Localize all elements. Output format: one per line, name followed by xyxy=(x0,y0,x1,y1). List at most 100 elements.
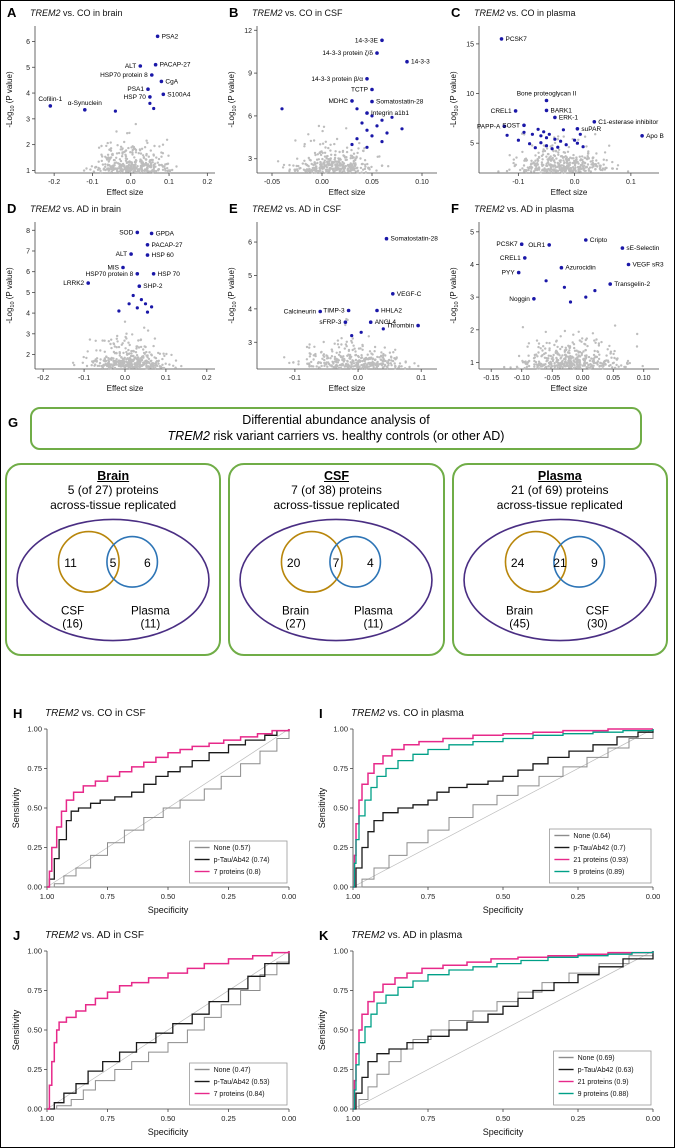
svg-text:HSP 70: HSP 70 xyxy=(124,94,147,101)
venn-right-label: Plasma xyxy=(131,604,170,617)
svg-text:ALT: ALT xyxy=(116,251,127,258)
svg-text:SOD: SOD xyxy=(119,229,133,236)
venn-mid-num: 21 xyxy=(553,556,567,570)
panel-f-title: TREM2 vs. AD in plasma xyxy=(474,204,575,214)
svg-text:0.25: 0.25 xyxy=(221,892,236,901)
panel-b: B TREM2 vs. CO in CSF -0.05 0.00 0.05 0.10 3… xyxy=(225,4,447,200)
svg-text:-0.15: -0.15 xyxy=(483,375,499,382)
svg-text:Specificity: Specificity xyxy=(148,1127,189,1137)
svg-text:0.50: 0.50 xyxy=(161,1114,176,1123)
venn-left-num: 24 xyxy=(511,556,525,570)
svg-text:-0.2: -0.2 xyxy=(37,375,49,382)
svg-text:14-3-3E: 14-3-3E xyxy=(355,37,379,44)
panel-letter-k: K xyxy=(319,928,329,943)
svg-text:1.00: 1.00 xyxy=(40,1114,55,1123)
volcano-plot-a: -0.2 -0.1 0.0 0.1 0.2 1 2 3 4 5 6 Effect size -Log10… xyxy=(5,26,215,197)
venn-right-num: 4 xyxy=(367,556,374,570)
svg-text:0.25: 0.25 xyxy=(27,1065,42,1074)
svg-text:7 proteins (0.84): 7 proteins (0.84) xyxy=(214,1091,265,1098)
analysis-header-line2: TREM2 risk variant carriers vs. healthy … xyxy=(167,429,505,444)
svg-text:p-Tau/Ab42 (0.53): p-Tau/Ab42 (0.53) xyxy=(214,1079,270,1086)
svg-text:0.05: 0.05 xyxy=(606,375,620,382)
svg-text:sE-Selectin: sE-Selectin xyxy=(626,245,659,252)
svg-text:CREL1: CREL1 xyxy=(491,108,512,115)
svg-text:Specificity: Specificity xyxy=(148,905,189,915)
svg-text:Cripto: Cripto xyxy=(590,237,608,244)
tissue-box-csf: CSF 7 (of 38) proteins across-tissue rep… xyxy=(228,463,445,656)
tissue-box-plasma-line1: 21 (of 69) proteins xyxy=(511,483,609,497)
venn-right-label: CSF xyxy=(586,604,609,617)
svg-text:1.00: 1.00 xyxy=(346,1114,361,1123)
panel-i-title: TREM2 vs. CO in plasma xyxy=(351,708,464,719)
venn-right-num: 6 xyxy=(144,556,151,570)
svg-text:OLR1: OLR1 xyxy=(528,242,545,249)
svg-text:Effect size: Effect size xyxy=(551,188,588,197)
svg-text:HSP70 protein 8: HSP70 protein 8 xyxy=(100,72,148,79)
svg-text:0.50: 0.50 xyxy=(496,892,511,901)
svg-text:0.1: 0.1 xyxy=(164,179,174,186)
svg-text:3: 3 xyxy=(248,156,252,163)
svg-text:-0.1: -0.1 xyxy=(512,179,524,186)
venn-mid-num: 5 xyxy=(110,556,117,570)
svg-text:-0.1: -0.1 xyxy=(289,375,301,382)
svg-text:-Log10 (P value): -Log10 (P value) xyxy=(227,71,238,128)
svg-text:5: 5 xyxy=(470,141,474,148)
svg-text:0.2: 0.2 xyxy=(202,179,212,186)
svg-text:TIMP-3: TIMP-3 xyxy=(323,308,345,315)
svg-text:Specificity: Specificity xyxy=(483,1127,524,1137)
svg-text:PYY: PYY xyxy=(502,270,516,277)
svg-text:0.00: 0.00 xyxy=(576,375,590,382)
svg-text:Bone proteoglycan II: Bone proteoglycan II xyxy=(517,91,577,98)
svg-text:Cofilin-1: Cofilin-1 xyxy=(38,96,62,103)
volcano-plot-f: -0.15 -0.10 -0.05 0.00 0.05 0.10 1 2 3 4 5 Effect s… xyxy=(449,222,664,393)
svg-text:0.00: 0.00 xyxy=(27,883,42,892)
roc-plot-i: 1.00 1.00 0.75 0.75 0.50 0.50 0.25 0.25 0.00 0.00… xyxy=(317,725,660,916)
tissue-box-plasma-line2: across-tissue replicated xyxy=(496,498,623,512)
svg-text:Effect size: Effect size xyxy=(107,384,144,393)
roc-row-1: H TREM2 vs. CO in CSF 1.00 1.00 0.75 0.75 0.… xyxy=(3,705,670,921)
svg-text:0.75: 0.75 xyxy=(100,1114,115,1123)
svg-text:-Log10 (P value): -Log10 (P value) xyxy=(227,267,238,324)
svg-text:Azurocidin: Azurocidin xyxy=(565,265,596,272)
svg-text:0.75: 0.75 xyxy=(421,1114,436,1123)
svg-text:5: 5 xyxy=(26,290,30,297)
svg-text:0.00: 0.00 xyxy=(646,1114,661,1123)
svg-text:Somatostatin-28: Somatostatin-28 xyxy=(376,99,424,106)
tissue-box-plasma-title: Plasma xyxy=(537,469,582,483)
panel-k-title: TREM2 vs. AD in plasma xyxy=(351,930,463,941)
venn-left-num: 20 xyxy=(287,556,301,570)
svg-text:-Log10 (P value): -Log10 (P value) xyxy=(5,71,16,128)
svg-text:None (0.57): None (0.57) xyxy=(214,845,251,852)
venn-right-label: Plasma xyxy=(354,604,393,617)
svg-text:0.25: 0.25 xyxy=(221,1114,236,1123)
panel-a-title: TREM2 vs. CO in brain xyxy=(30,8,123,18)
svg-text:Sensitivity: Sensitivity xyxy=(317,787,327,828)
analysis-header-line1: Differential abundance analysis of xyxy=(242,413,430,427)
svg-text:p-Tau/Ab42 (0.7): p-Tau/Ab42 (0.7) xyxy=(573,845,625,852)
svg-text:Effect size: Effect size xyxy=(551,384,588,393)
svg-text:1.00: 1.00 xyxy=(40,892,55,901)
svg-text:0.1: 0.1 xyxy=(161,375,171,382)
tissue-box-brain: Brain 5 (of 27) proteins across-tissue r… xyxy=(5,463,222,656)
panel-e: E TREM2 vs. AD in CSF -0.1 0.0 0.1 3 4 5 6 Effe… xyxy=(225,200,447,396)
venn-ellipse xyxy=(463,518,657,642)
svg-text:12: 12 xyxy=(244,28,252,35)
venn-left-circle xyxy=(57,530,121,593)
svg-text:14-3-3 protein β/α: 14-3-3 protein β/α xyxy=(311,76,363,83)
svg-text:3: 3 xyxy=(248,340,252,347)
svg-text:0.00: 0.00 xyxy=(333,883,348,892)
svg-text:0.25: 0.25 xyxy=(333,1065,348,1074)
svg-text:VEGF-C: VEGF-C xyxy=(397,291,422,298)
tissue-boxes: Brain 5 (of 27) proteins across-tissue r… xyxy=(5,463,668,656)
svg-text:PACAP-27: PACAP-27 xyxy=(160,62,191,69)
tissue-box-csf-line2: across-tissue replicated xyxy=(273,498,400,512)
svg-text:0.25: 0.25 xyxy=(571,892,586,901)
svg-text:Thrombin: Thrombin xyxy=(387,323,415,330)
svg-text:-Log10 (P value): -Log10 (P value) xyxy=(449,71,460,128)
svg-text:4: 4 xyxy=(248,306,252,313)
venn-left-count: (45) xyxy=(509,617,530,630)
svg-text:Effect size: Effect size xyxy=(107,188,144,197)
volcano-plot-c: -0.1 0.0 0.1 5 10 15 Effect size -Log10 (P valu… xyxy=(449,26,664,197)
svg-text:α-Synuclein: α-Synuclein xyxy=(68,100,102,107)
